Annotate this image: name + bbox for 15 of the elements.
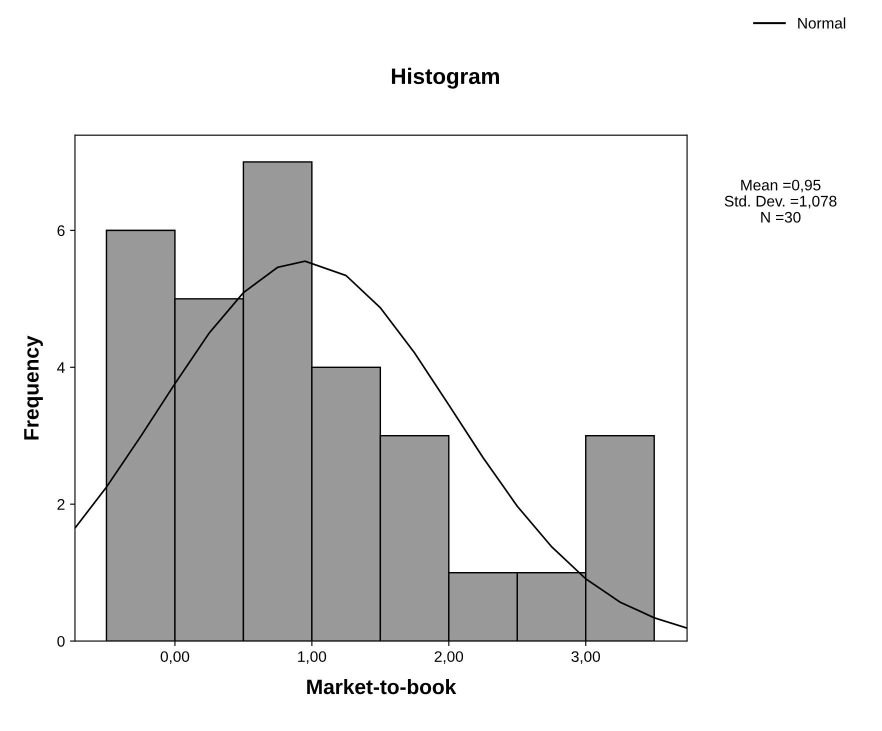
text: Std. Dev. =1,078 (724, 195, 836, 208)
text: Mean =0,95 (741, 180, 820, 192)
y-tick-label: 6 (58, 225, 65, 236)
x-tick-label: 2,00 (434, 651, 464, 664)
x-tick-label: 3,00 (571, 651, 600, 664)
text: N =30 (761, 212, 801, 223)
y-tick-label: 2 (58, 499, 64, 510)
chart-title: Histogram (392, 68, 499, 89)
x-tick-label: 1,00 (298, 651, 326, 664)
x-axis-title: Market-to-book (307, 678, 456, 694)
y-tick-label: 0 (57, 636, 65, 647)
y-axis-title: Frequency (24, 336, 43, 440)
legend-label: Normal (798, 17, 846, 29)
x-tick-label: 0,00 (160, 651, 190, 664)
y-tick-label: 4 (57, 362, 65, 373)
